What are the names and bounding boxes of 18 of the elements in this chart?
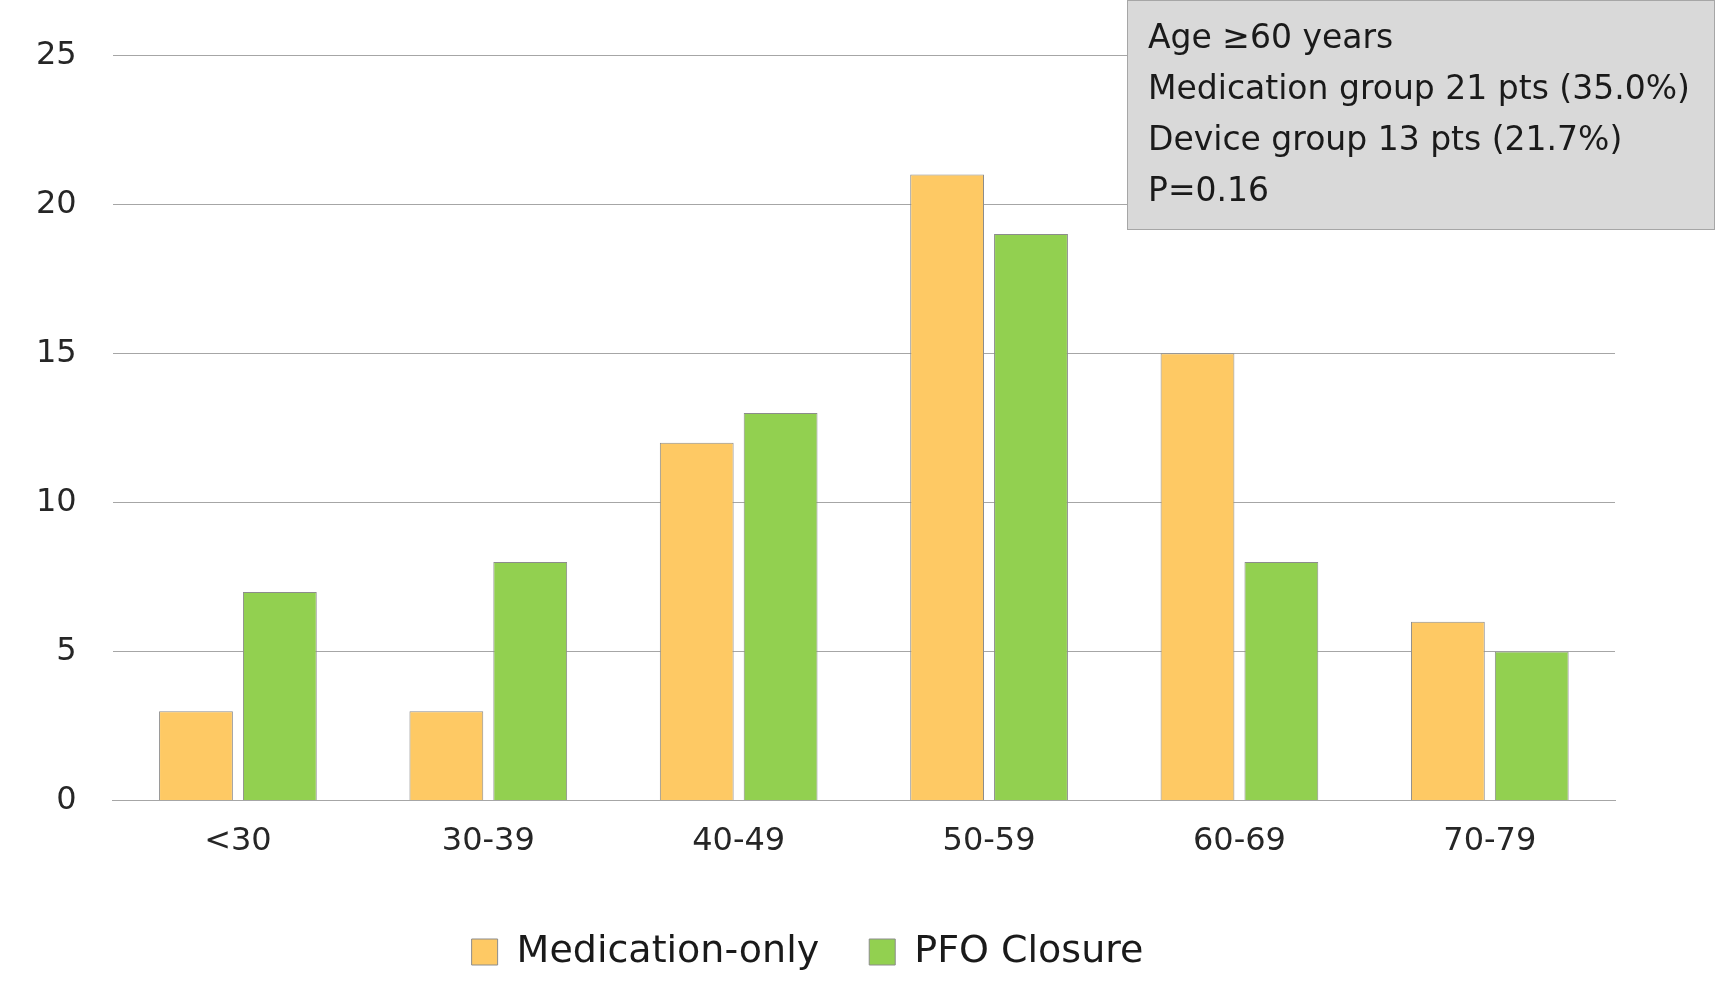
annotation: Medication group 21 pts (35.0%) <box>1148 67 1691 109</box>
annotation: Device group 13 pts (21.7%) <box>1148 118 1624 160</box>
x-tick-label: 50-59 <box>942 820 1036 859</box>
x-tick-label: 60-69 <box>1192 820 1286 859</box>
annotation: Age ≥60 years <box>1148 16 1395 58</box>
y-tick-label: 20 <box>36 182 77 221</box>
y-tick-label: 10 <box>36 480 77 519</box>
y-tick-label: 15 <box>36 331 77 370</box>
y-tick-label: 25 <box>36 33 77 72</box>
legend-label: Medication-only <box>516 926 820 971</box>
x-tick-label: 30-39 <box>441 820 535 859</box>
x-tick-label: 40-49 <box>692 820 786 859</box>
y-tick-label: 5 <box>56 629 77 668</box>
y-tick-label: 0 <box>56 778 77 817</box>
annotation: P=0.16 <box>1148 169 1271 211</box>
legend-label: PFO Closure <box>914 926 1144 971</box>
x-tick-label: 70-79 <box>1443 820 1537 859</box>
x-tick-label: <30 <box>204 820 272 859</box>
